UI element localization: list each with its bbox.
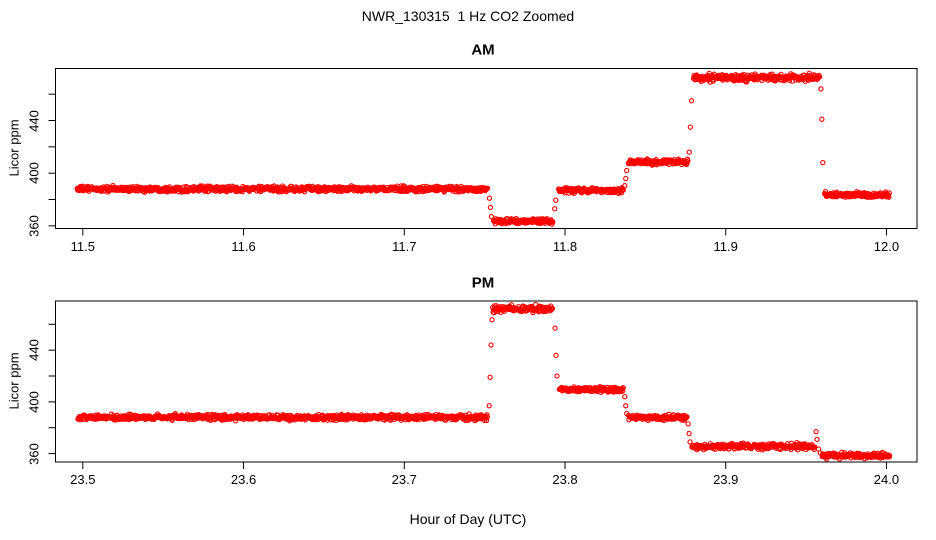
x-tick-label: 23.6 [230, 472, 257, 487]
y-tick-label: 440 [26, 339, 41, 361]
x-axis-label: Hour of Day (UTC) [409, 511, 527, 527]
main-title: NWR_130315 1 Hz CO2 Zoomed [361, 8, 575, 24]
y-tick-label: 360 [26, 215, 41, 237]
y-tick-label: 400 [26, 391, 41, 413]
x-tick-label: 12.0 [873, 238, 900, 254]
y-tick-label: 400 [26, 162, 41, 185]
x-tick-label: 11.6 [231, 238, 256, 254]
x-tick-label: 23.9 [713, 472, 739, 487]
panel-title-pm: PM [471, 274, 495, 292]
x-tick-label: 11.9 [713, 238, 738, 254]
x-tick-label: 23.7 [391, 472, 417, 487]
panel-title-am: AM [471, 41, 495, 59]
y-tick-label: 440 [26, 109, 41, 132]
x-tick-label: 23.5 [70, 472, 96, 487]
x-tick-label: 24.0 [873, 472, 900, 487]
y-tick-label: 360 [26, 442, 41, 465]
x-tick-label: 11.5 [70, 238, 95, 254]
y-axis-label-pm: Licor ppm [6, 352, 22, 410]
y-axis-label-am: Licor ppm [6, 119, 22, 177]
x-tick-label: 23.8 [552, 472, 578, 487]
x-tick-label: 11.7 [392, 238, 417, 254]
x-tick-label: 11.8 [552, 238, 578, 254]
